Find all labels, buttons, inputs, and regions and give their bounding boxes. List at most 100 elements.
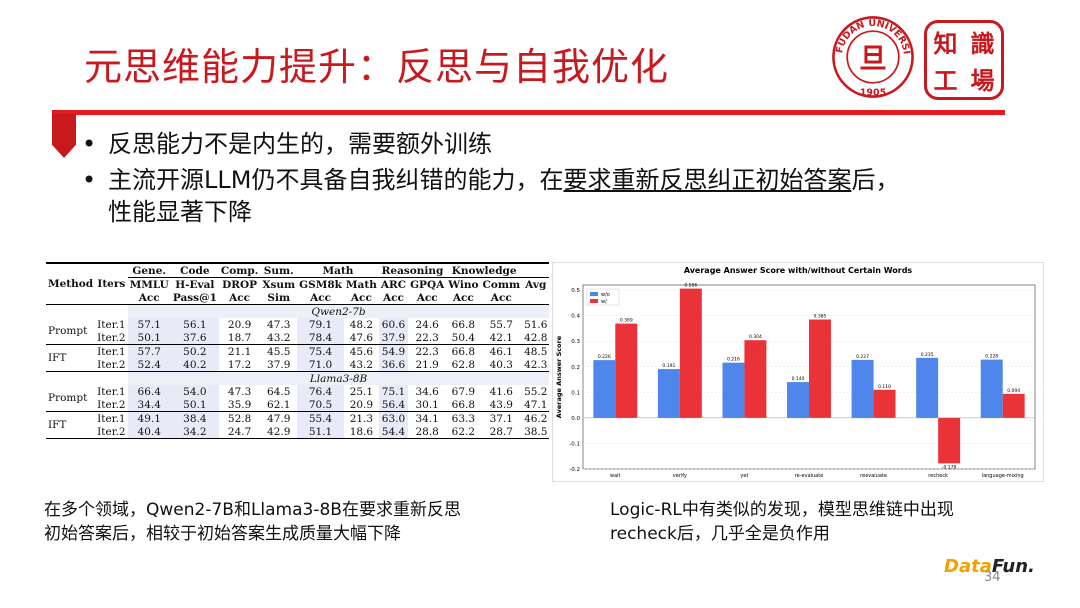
value-cell: 55.4 — [297, 411, 344, 425]
table-row: Iter.2 34.4 50.1 35.9 62.1 70.5 20.9 56.4 30.1 66… — [46, 398, 550, 412]
x-tick-label: verify — [673, 473, 687, 479]
x-tick-label: yet — [740, 473, 748, 479]
value-cell: 42.9 — [267, 425, 291, 438]
header-group: Sum. — [260, 262, 298, 278]
value-cell: 28.7 — [489, 425, 513, 438]
x-tick-label: reevaluate — [860, 473, 887, 479]
legend-swatch — [590, 299, 598, 303]
value-cell: 35.9 — [227, 398, 252, 411]
value-cell: 50.1 — [170, 398, 219, 412]
value-cell: 42.3 — [524, 358, 548, 371]
bar-value-label: 0.191 — [662, 363, 675, 369]
value-cell: 56.4 — [378, 398, 409, 412]
method-cell: Prompt — [48, 325, 88, 337]
bar-value-label: 0.369 — [620, 318, 633, 324]
value-cell: 20.9 — [227, 318, 252, 331]
bar — [938, 417, 961, 464]
y-tick-label: 0.4 — [571, 314, 580, 320]
bar — [615, 323, 638, 418]
datafun-logo: DataFun. — [944, 556, 1035, 577]
table-row: Iter.2 50.1 37.6 18.7 43.2 78.4 47.6 37.9 22.3 50… — [46, 331, 550, 345]
value-cell: 40.4 — [127, 425, 171, 439]
value-cell: 46.1 — [489, 345, 513, 358]
method-cell: IFT — [48, 352, 67, 364]
value-cell: 51.6 — [524, 318, 548, 331]
dataset-header: DROP — [222, 278, 258, 291]
header-group: Comp. — [218, 262, 261, 278]
value-cell: 63.3 — [451, 412, 476, 425]
header-group: Math — [297, 262, 379, 278]
y-tick-label: 0.2 — [571, 365, 580, 371]
caption-left: 在多个领域，Qwen2-7B和Llama3-8B在要求重新反思 初始答案后，相较… — [44, 498, 461, 546]
bar — [657, 369, 680, 418]
value-cell: 54.0 — [170, 385, 219, 398]
bar — [851, 359, 874, 418]
metric-header: Acc — [350, 291, 372, 304]
value-cell: 45.5 — [267, 345, 291, 358]
value-cell: 66.8 — [451, 345, 476, 358]
value-cell: 66.8 — [451, 398, 476, 411]
dataset-header: ARC — [380, 278, 407, 291]
iter-cell: Iter.1 — [97, 412, 126, 425]
value-cell: 57.1 — [127, 318, 171, 331]
bullet-text: 反思能力不是内生的，需要额外训练 — [108, 130, 492, 158]
value-cell: 40.2 — [170, 358, 219, 372]
value-cell: 62.8 — [451, 358, 476, 371]
table-row: Prompt Iter.1 57.1 56.1 20.9 47.3 79.1 48.2 60.6… — [46, 318, 549, 337]
metric-header: Acc — [229, 291, 251, 304]
value-cell: 34.1 — [415, 412, 439, 425]
value-cell: 54.4 — [378, 425, 409, 439]
value-cell: 41.6 — [489, 385, 513, 398]
y-tick-label: -0.2 — [569, 467, 580, 473]
header-spacer — [522, 262, 550, 278]
value-cell: 47.3 — [227, 385, 252, 398]
bar — [722, 362, 745, 418]
header-group: Knowledge — [446, 262, 523, 278]
value-cell: 62.2 — [451, 425, 476, 438]
value-cell: 52.8 — [227, 412, 252, 425]
legend-label: w/o — [601, 292, 610, 298]
bar-value-label: -0.178 — [942, 464, 957, 470]
value-cell: 21.9 — [415, 358, 439, 371]
bar-value-label: 0.094 — [1007, 388, 1020, 394]
method-cell: IFT — [48, 419, 67, 431]
table-row: IFT Iter.1 57.7 50.2 21.1 45.5 75.4 45.6 54.9 22.… — [46, 344, 549, 364]
value-cell: 62.1 — [267, 398, 291, 411]
legend-swatch — [590, 292, 598, 296]
method-cell: Prompt — [48, 392, 88, 404]
iter-cell: Iter.1 — [97, 385, 126, 398]
y-tick-label: 0.5 — [571, 288, 580, 294]
value-cell: 37.9 — [267, 358, 291, 371]
x-tick-label: re-evaluate — [795, 473, 824, 479]
bar-value-label: 0.216 — [727, 357, 740, 363]
metric-header: Acc — [416, 291, 438, 304]
bullet-text-part: 后， — [851, 166, 900, 194]
bullet-dot: • — [82, 166, 97, 194]
brand-part: Fun. — [991, 556, 1035, 577]
value-cell: 52.4 — [127, 358, 171, 372]
caption-right: Logic-RL中有类似的发现，模型思维链中出现 recheck后，几乎全是负作… — [610, 498, 954, 546]
dataset-header: Comm — [482, 278, 521, 291]
iter-cell: Iter.2 — [97, 331, 126, 344]
value-cell: 79.1 — [297, 318, 344, 331]
value-cell: 24.7 — [227, 425, 252, 438]
value-cell: 22.3 — [415, 345, 439, 358]
metric-header: Pass@1 — [172, 291, 217, 304]
bullet-text-part: 性能显著下降 — [108, 198, 252, 226]
bar — [1002, 393, 1025, 418]
value-cell: 71.0 — [297, 358, 344, 372]
value-cell: 37.1 — [489, 412, 513, 425]
value-cell: 38.4 — [170, 411, 219, 425]
chart-title: Average Answer Score with/without Certai… — [684, 266, 913, 275]
bullet-text: 主流开源LLM仍不具备自我纠错的能力，在要求重新反思纠正初始答案后， 性能显著下… — [108, 164, 899, 228]
bar-value-label: 0.235 — [921, 352, 934, 358]
value-cell: 67.9 — [451, 385, 476, 398]
slide-title: 元思维能力提升：反思与自我优化 — [84, 45, 670, 89]
value-cell: 38.5 — [524, 425, 548, 438]
value-cell: 63.0 — [378, 411, 409, 425]
bar-value-label: 0.140 — [792, 376, 805, 382]
bullet-text-part: 主流开源LLM仍不具备自我纠错的能力，在 — [108, 166, 564, 194]
header-group: Code — [170, 262, 219, 278]
dataset-header: Math — [345, 278, 377, 291]
value-cell: 42.8 — [524, 331, 548, 344]
